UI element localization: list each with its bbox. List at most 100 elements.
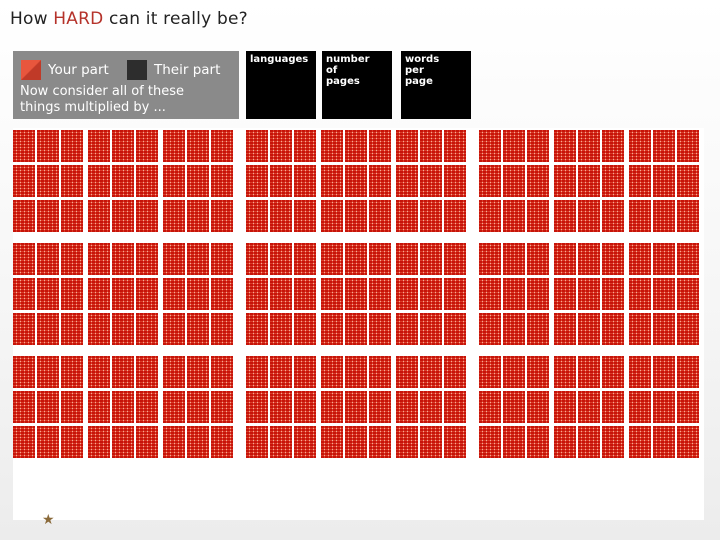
grid-block	[396, 426, 467, 458]
page-cell	[345, 391, 367, 423]
your-part-label: Your part	[48, 62, 109, 78]
page-cell	[396, 356, 418, 388]
grid-block	[163, 165, 234, 197]
page-cell	[187, 426, 209, 458]
page-cell	[61, 356, 83, 388]
page-cell	[578, 130, 600, 162]
page-cell	[503, 130, 525, 162]
page-cell	[503, 243, 525, 275]
page-cell	[653, 278, 675, 310]
factor-languages: languages	[246, 51, 316, 119]
page-cell	[61, 426, 83, 458]
grid-block	[246, 130, 317, 162]
page-cell	[246, 426, 268, 458]
grid-block	[246, 278, 317, 310]
page-cell	[211, 165, 233, 197]
page-cell	[479, 243, 501, 275]
page-cell	[369, 278, 391, 310]
page-cell	[554, 313, 576, 345]
grid-block	[321, 243, 392, 275]
page-cell	[653, 426, 675, 458]
page-cell	[294, 200, 316, 232]
page-cell	[321, 165, 343, 197]
page-cell	[321, 278, 343, 310]
page-cell	[270, 165, 292, 197]
consider-line-1: Now consider all of these	[20, 84, 184, 99]
page-cell	[602, 278, 624, 310]
page-cell	[396, 313, 418, 345]
page-cell	[420, 130, 442, 162]
grid-block	[163, 426, 234, 458]
title-suffix: can it really be?	[103, 9, 248, 29]
factor-number-of-pages: number of pages	[322, 51, 392, 119]
page-cell	[554, 356, 576, 388]
page-cell	[629, 356, 651, 388]
page-cell	[527, 278, 549, 310]
grid-block	[396, 313, 467, 345]
page-cell	[503, 200, 525, 232]
page-cell	[677, 130, 699, 162]
page-cell	[369, 356, 391, 388]
page-cell	[37, 130, 59, 162]
factor-line: number	[326, 54, 370, 65]
page-cell	[369, 426, 391, 458]
grid-block	[396, 391, 467, 423]
page-cell	[479, 391, 501, 423]
grid-block	[246, 313, 317, 345]
page-cell	[554, 243, 576, 275]
grid-block	[629, 426, 700, 458]
page-cell	[246, 278, 268, 310]
page-cell	[61, 278, 83, 310]
page-cell	[369, 313, 391, 345]
consider-line-2: things multiplied by ...	[20, 100, 166, 115]
page-cell	[629, 391, 651, 423]
page-cell	[345, 313, 367, 345]
page-cell	[677, 278, 699, 310]
page-cell	[345, 165, 367, 197]
page-cell	[629, 243, 651, 275]
page-cell	[61, 130, 83, 162]
page-cell	[554, 426, 576, 458]
page-cell	[653, 165, 675, 197]
page-cell	[345, 356, 367, 388]
page-cell	[246, 391, 268, 423]
grid-block	[479, 313, 550, 345]
page-cell	[602, 391, 624, 423]
grid-block	[13, 278, 84, 310]
title-highlight: HARD	[53, 9, 104, 29]
grid-block	[554, 200, 625, 232]
page-cell	[527, 426, 549, 458]
page-cell	[420, 313, 442, 345]
grid-block	[396, 356, 467, 388]
page-cell	[88, 200, 110, 232]
page-cell	[503, 391, 525, 423]
page-cell	[294, 243, 316, 275]
page-cell	[444, 426, 466, 458]
page-cell	[13, 200, 35, 232]
page-cell	[13, 356, 35, 388]
grid-block	[88, 356, 159, 388]
grid-block	[629, 243, 700, 275]
page-cell	[294, 391, 316, 423]
page-cell	[653, 130, 675, 162]
page-cell	[396, 243, 418, 275]
page-cell	[444, 243, 466, 275]
page-cell	[270, 426, 292, 458]
page-cell	[602, 313, 624, 345]
grid-block	[88, 313, 159, 345]
page-cell	[88, 278, 110, 310]
page-cell	[602, 130, 624, 162]
page-cell	[369, 130, 391, 162]
page-cell	[13, 313, 35, 345]
page-cell	[88, 243, 110, 275]
grid-block	[629, 313, 700, 345]
page-cell	[136, 426, 158, 458]
page-cell	[112, 356, 134, 388]
grid-block	[88, 426, 159, 458]
page-cell	[653, 243, 675, 275]
page-cell	[136, 243, 158, 275]
grid-block	[479, 356, 550, 388]
page-cell	[444, 391, 466, 423]
grid-block	[629, 165, 700, 197]
page-cell	[420, 165, 442, 197]
